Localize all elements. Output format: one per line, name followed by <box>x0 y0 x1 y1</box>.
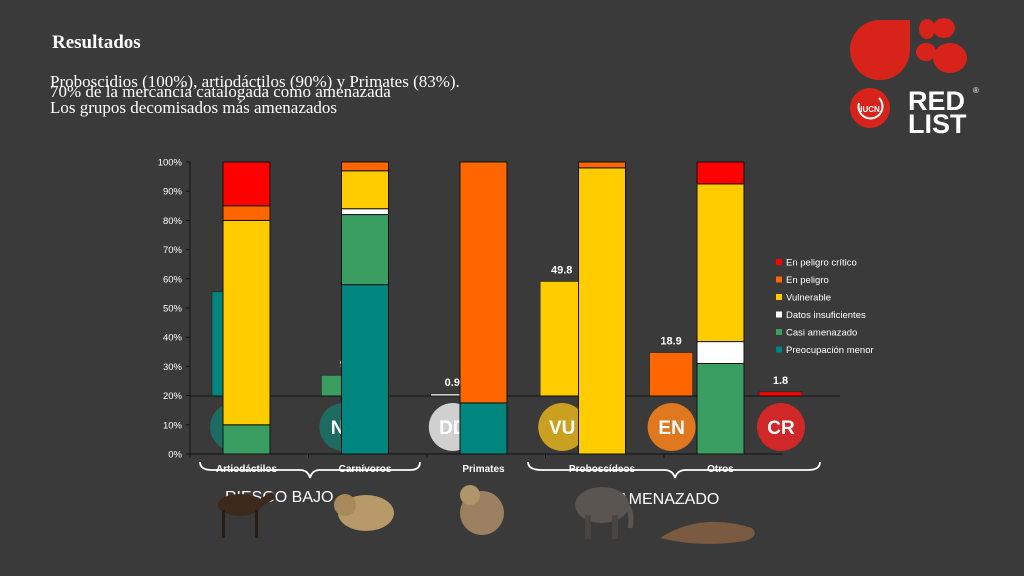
antelope-icon <box>218 494 262 516</box>
x-tick-label: Primates <box>462 464 505 475</box>
elephant-leg <box>585 515 591 539</box>
bar-segment <box>222 424 271 455</box>
y-tick-label: 0% <box>168 450 182 461</box>
logo-paw-toe-3 <box>916 43 936 61</box>
bg-bar-vu <box>539 281 584 397</box>
legend-label: Datos insuficientes <box>786 310 866 321</box>
logo-registered-mark: ® <box>973 86 979 95</box>
y-tick-label: 60% <box>163 274 183 285</box>
bar-segment <box>222 219 271 426</box>
brace-low-risk <box>199 461 421 479</box>
bar-segment <box>696 362 745 455</box>
legend-label: Preocupación menor <box>786 345 874 356</box>
bg-value-label: 49.8 <box>551 264 572 276</box>
subtitle-line-3: Los grupos decomisados más amenazados <box>50 98 338 117</box>
badge-cr <box>757 403 805 451</box>
bg-value-label: 1.8 <box>773 375 788 387</box>
bar-segment <box>341 284 389 455</box>
y-tick-label: 10% <box>163 420 183 431</box>
pangolin-icon <box>660 521 755 544</box>
logo-iucn-swoosh <box>857 97 884 120</box>
bar-segment <box>696 341 745 364</box>
bar-segment <box>341 170 389 210</box>
brace-threatened <box>527 461 821 479</box>
badge-en <box>647 403 696 451</box>
logo-iucn-text: IUCN <box>860 105 880 114</box>
bg-bar-cr <box>758 391 803 397</box>
bar-segment <box>459 402 508 455</box>
logo-list-text: LIST <box>908 109 967 139</box>
chart-bars <box>222 161 745 455</box>
monkey-head <box>460 485 480 505</box>
badge-label: VU <box>549 418 575 439</box>
y-tick-label: 70% <box>163 245 183 256</box>
antelope-leg <box>222 510 225 538</box>
leopard-head <box>334 494 356 516</box>
group-label-threatened: AMENAZADO <box>618 491 719 508</box>
y-tick-label: 20% <box>163 391 183 402</box>
legend-label: En peligro <box>786 275 829 286</box>
bar-segment <box>222 161 271 207</box>
legend-swatch <box>776 329 782 335</box>
y-tick-label: 90% <box>163 187 183 198</box>
legend-swatch <box>776 276 782 283</box>
subtitle-line-2: 70% de la mercancía catalogada como amen… <box>50 82 391 101</box>
chart-legend: En peligro crítico En peligro Vulnerable Da… <box>776 258 874 356</box>
bar-segment <box>222 205 271 221</box>
logo-red-text: RED <box>908 86 965 116</box>
legend-label: En peligro crítico <box>786 258 857 269</box>
y-tick-label: 30% <box>163 362 183 373</box>
logo-paw-pad <box>933 43 967 73</box>
bar-segment <box>696 183 745 343</box>
subtitle-line-1: Proboscidios (100%), artiodáctilos (90%)… <box>50 72 460 91</box>
y-tick-label: 40% <box>163 333 183 344</box>
elephant-trunk <box>620 498 634 529</box>
bg-value-label: 18.9 <box>660 336 681 348</box>
bar-segment <box>578 167 626 455</box>
badge-label: EN <box>658 418 684 439</box>
legend-swatch <box>776 311 782 318</box>
bar-segment <box>341 208 389 216</box>
bg-bar-en <box>649 352 693 397</box>
legend-label: Casi amenazado <box>786 328 857 339</box>
iucn-red-list-logo: IUCN RED LIST ® <box>850 18 979 139</box>
bar-segment <box>341 214 389 286</box>
legend-label: Vulnerable <box>786 293 831 304</box>
legend-swatch <box>776 294 782 300</box>
legend-swatch <box>776 259 782 265</box>
antelope-leg <box>255 510 258 538</box>
elephant-icon <box>575 487 629 523</box>
badge-label: CR <box>767 418 795 439</box>
y-tick-label: 50% <box>163 304 183 315</box>
badge-vu <box>538 403 587 451</box>
bar-segment <box>341 161 389 172</box>
logo-paw-toe-1 <box>919 19 935 39</box>
slide-title: Resultados <box>52 32 141 53</box>
legend-swatch <box>776 346 782 353</box>
bar-segment <box>459 161 508 404</box>
logo-paw-toe-2 <box>933 18 955 38</box>
logo-drop-icon <box>850 20 910 80</box>
decorations <box>199 461 821 544</box>
y-tick-label: 80% <box>163 216 183 227</box>
bar-segment <box>578 161 626 169</box>
elephant-leg <box>612 515 618 539</box>
bar-segment <box>696 161 745 185</box>
y-tick-label: 100% <box>158 158 183 169</box>
antelope-head <box>258 492 276 506</box>
bg-value-label: 0.9 <box>445 377 460 389</box>
